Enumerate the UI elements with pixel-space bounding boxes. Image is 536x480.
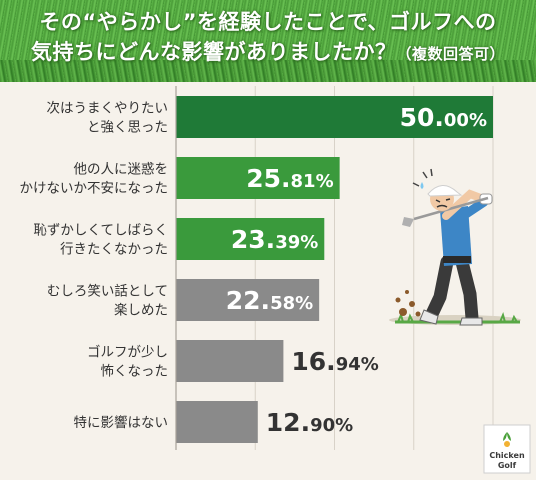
bar — [176, 340, 284, 382]
bar — [176, 157, 340, 199]
category-label: 特に影響はない — [74, 414, 169, 431]
value-label: 50.00% — [400, 103, 487, 132]
value-label: 23.39% — [231, 225, 318, 254]
category-label: 怖くなった — [101, 363, 169, 380]
category-label: かけないか不安になった — [20, 181, 169, 197]
golfer-illustration — [389, 168, 521, 326]
bar — [176, 401, 258, 443]
bar-chart: 次はうまくやりたいと強く思った他の人に迷惑をかけないか不安になった恥ずかしくてし… — [20, 86, 531, 474]
title-line-1: その“やらかし”を経験したことで、ゴルフへの — [39, 10, 497, 34]
value-label: 22.58% — [226, 286, 313, 315]
bar — [176, 279, 320, 321]
logo-text-1: Chicken — [489, 451, 525, 460]
category-label: むしろ笑い話として — [47, 283, 168, 300]
category-label: ゴルフが少し — [87, 344, 168, 361]
category-label: 次はうまくやりたい — [47, 101, 169, 117]
title-line-2-main: 気持ちにどんな影響がありましたか？ — [30, 40, 397, 64]
title-note: （複数回答可） — [396, 45, 505, 63]
logo-text-2: Golf — [498, 461, 517, 470]
value-label: 12.90% — [266, 408, 353, 437]
grass-strip — [0, 60, 536, 82]
category-label: と強く思った — [87, 120, 168, 136]
chicken-golf-logo: Chicken Golf — [483, 424, 531, 474]
gridlines — [254, 86, 494, 450]
value-label: 25.81% — [246, 164, 333, 193]
bar — [176, 96, 493, 138]
category-label: 楽しめた — [114, 303, 168, 319]
grass-header: その“やらかし”を経験したことで、ゴルフへの 気持ちにどんな影響がありましたか？… — [0, 0, 536, 82]
category-label: 行きたくなかった — [60, 242, 168, 258]
bar — [176, 218, 325, 260]
value-label: 16.94% — [291, 347, 378, 376]
category-label: 恥ずかしくてしばらく — [33, 223, 168, 239]
title-line-2: 気持ちにどんな影響がありましたか？（複数回答可） — [0, 36, 536, 66]
category-label: 他の人に迷惑を — [74, 162, 169, 178]
